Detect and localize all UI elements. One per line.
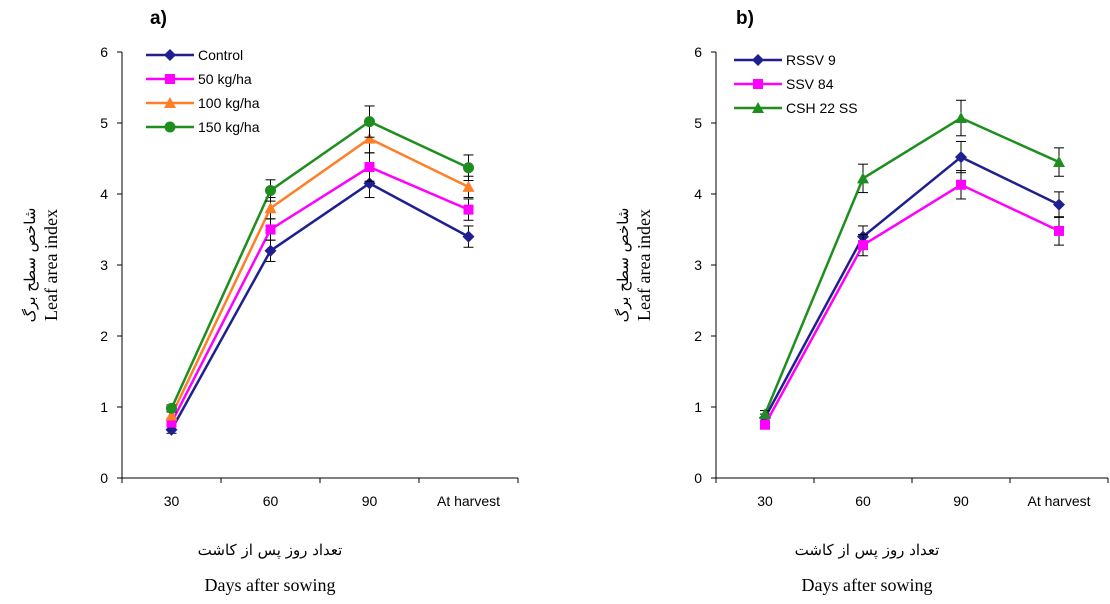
- y-tick-label: 2: [100, 328, 108, 344]
- series-line: [170, 181, 470, 431]
- y-tick-label: 5: [694, 115, 702, 131]
- legend-label: CSH 22 SS: [786, 100, 858, 116]
- x-axis-title-fa: تعداد روز پس از کاشت: [198, 541, 343, 559]
- legend-label: SSV 84: [786, 76, 834, 92]
- x-tick-label: 90: [362, 493, 378, 509]
- data-point: [1054, 225, 1064, 236]
- y-tick-label: 5: [100, 115, 108, 131]
- legend-item: RSSV 9: [734, 52, 836, 68]
- data-point: [166, 402, 177, 414]
- x-axis-title: Days after sowing: [205, 575, 336, 595]
- y-tick-label: 0: [694, 470, 702, 486]
- data-point: [363, 177, 376, 190]
- panel-label: b): [736, 8, 754, 29]
- panel-label: a): [150, 8, 167, 29]
- chart-panel-b: 0 1 2 3 4 5 6 30 60 90 At harvest b) Leaf area index…: [614, 8, 1109, 595]
- data-point: [165, 409, 178, 421]
- y-tick-label: 4: [694, 186, 702, 202]
- series-150-kg-ha: [166, 105, 474, 414]
- legend-item: Control: [146, 47, 243, 63]
- legend-item: CSH 22 SS: [734, 100, 858, 116]
- legend-marker: [753, 79, 763, 89]
- data-point: [956, 179, 966, 190]
- x-tick-label: 30: [757, 493, 773, 509]
- y-tick-label: 3: [694, 257, 702, 273]
- data-point: [264, 202, 277, 214]
- series-csh-22-ss: [759, 99, 1065, 420]
- legend-marker: [164, 97, 176, 108]
- y-axis-title: Leaf area index: [634, 209, 654, 321]
- series-line: [170, 165, 469, 424]
- y-tick-label: 6: [100, 44, 108, 60]
- data-point: [364, 162, 375, 173]
- legend-marker: [165, 74, 175, 84]
- legend-item: 50 kg/ha: [146, 71, 252, 87]
- legend-marker: [164, 121, 176, 133]
- x-tick-label: 90: [953, 493, 969, 509]
- y-axis-title-fa: شاخص سطح برگ: [21, 208, 39, 323]
- y-tick-label: 3: [100, 257, 108, 273]
- series-100-kg-ha: [165, 123, 475, 421]
- data-point: [463, 162, 474, 174]
- legend-label: 100 kg/ha: [198, 95, 260, 111]
- legend-label: Control: [198, 47, 243, 63]
- chart-panel-a: 0 1 2 3 4 5 6 30 60 90 At harvest a) Leaf area index…: [21, 8, 519, 595]
- series-line: [763, 155, 1060, 419]
- data-point: [857, 172, 869, 184]
- data-point: [166, 417, 177, 428]
- data-point: [955, 112, 967, 124]
- data-point: [265, 184, 276, 196]
- legend-marker: [752, 102, 764, 113]
- legend-item: 100 kg/ha: [146, 95, 260, 111]
- x-axis-title: Days after sowing: [802, 575, 933, 595]
- x-tick-label: 60: [263, 493, 279, 509]
- series-line: [763, 116, 1060, 415]
- data-point: [462, 230, 475, 243]
- data-point: [760, 419, 770, 430]
- y-axis-title-fa: شاخص سطح برگ: [614, 208, 632, 323]
- y-tick-label: 1: [100, 399, 108, 415]
- data-point: [363, 132, 376, 144]
- legend-marker: [164, 49, 176, 61]
- legend-marker: [752, 54, 764, 66]
- legend-label: 150 kg/ha: [198, 119, 260, 135]
- series-line: [170, 137, 470, 417]
- data-point: [264, 244, 277, 257]
- series-line: [763, 183, 1060, 426]
- data-point: [265, 224, 276, 235]
- data-point: [364, 116, 375, 128]
- y-tick-label: 6: [694, 44, 702, 60]
- y-tick-label: 4: [100, 186, 108, 202]
- legend-item: 150 kg/ha: [146, 119, 260, 135]
- data-point: [1053, 198, 1065, 211]
- series-50-kg-ha: [166, 152, 474, 428]
- y-axis-title: Leaf area index: [41, 209, 61, 321]
- data-point: [858, 240, 868, 251]
- x-axis-title-fa: تعداد روز پس از کاشت: [795, 541, 940, 559]
- x-tick-label: 30: [164, 493, 180, 509]
- series-control: [165, 168, 475, 436]
- data-point: [1053, 156, 1065, 168]
- series-rssv-9: [759, 140, 1065, 424]
- data-point: [463, 204, 474, 215]
- y-tick-label: 2: [694, 328, 702, 344]
- data-point: [462, 180, 475, 192]
- x-tick-label: At harvest: [1027, 493, 1090, 509]
- legend-label: RSSV 9: [786, 52, 836, 68]
- series-line: [170, 120, 470, 409]
- legend-label: 50 kg/ha: [198, 71, 252, 87]
- x-tick-label: 60: [855, 493, 871, 509]
- data-point: [759, 408, 771, 420]
- legend-item: SSV 84: [734, 76, 834, 92]
- x-tick-label: At harvest: [437, 493, 500, 509]
- y-tick-label: 1: [694, 399, 702, 415]
- data-point: [955, 151, 967, 164]
- y-tick-label: 0: [100, 470, 108, 486]
- series-ssv-84: [760, 170, 1064, 430]
